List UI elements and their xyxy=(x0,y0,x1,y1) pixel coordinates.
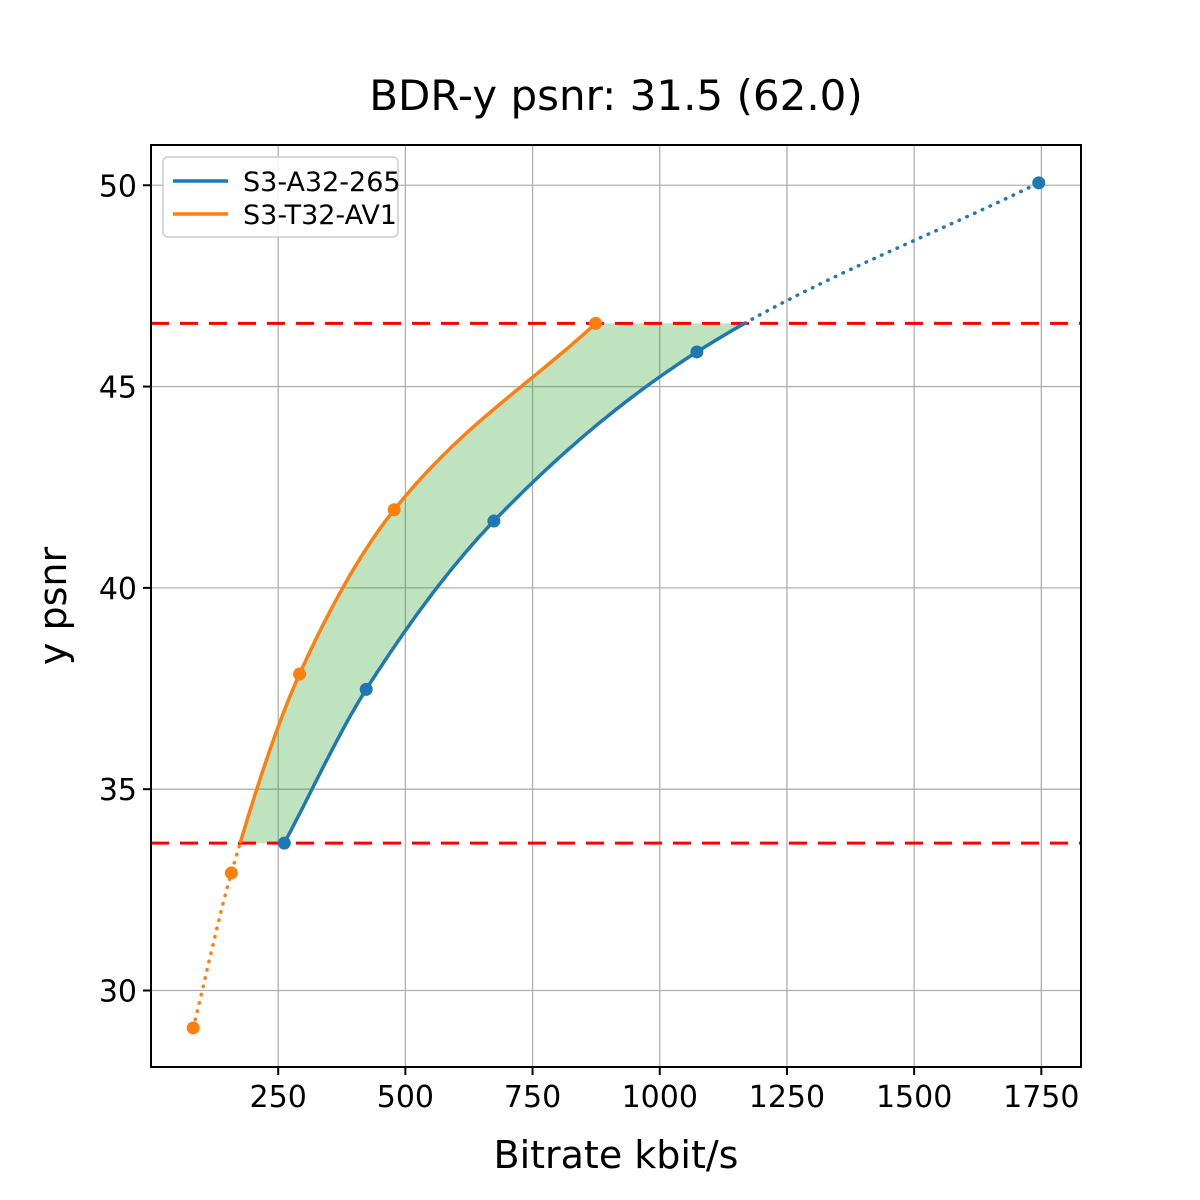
y-tick-label: 35 xyxy=(99,773,137,808)
y-axis-label: y psnr xyxy=(31,547,75,666)
data-point-s3-t32-av1 xyxy=(224,866,238,880)
grid-layer xyxy=(151,145,1081,1067)
data-point-s3-a32-265 xyxy=(359,682,373,696)
data-point-s3-t32-av1 xyxy=(387,503,401,517)
x-tick-label: 250 xyxy=(250,1080,307,1115)
chart-title: BDR-y psnr: 31.5 (62.0) xyxy=(369,71,863,120)
bd-rate-fill-area xyxy=(240,323,745,844)
legend-label-s3-t32-av1: S3-T32-AV1 xyxy=(243,200,397,231)
series-s3-a32-265-dotted-extension xyxy=(742,181,1041,326)
data-point-s3-t32-av1 xyxy=(589,316,603,330)
y-tick-label: 40 xyxy=(99,572,137,607)
data-point-s3-a32-265 xyxy=(690,345,704,359)
legend-label-s3-a32-265: S3-A32-265 xyxy=(243,167,401,198)
axes-frame xyxy=(150,144,1082,1068)
legend-frame xyxy=(162,156,399,238)
data-point-s3-t32-av1 xyxy=(186,1021,200,1035)
x-tick-label: 1000 xyxy=(622,1080,698,1115)
axes-layer: 250 500 750 1000 1250 1500 1750 30 35 40 45 50 xyxy=(99,144,1082,1115)
x-tick-label: 750 xyxy=(504,1080,561,1115)
x-tick-label: 1500 xyxy=(876,1080,952,1115)
bounds-layer xyxy=(151,321,1081,845)
y-tick-label: 30 xyxy=(99,975,137,1010)
data-point-s3-a32-265 xyxy=(1032,176,1046,190)
data-point-s3-a32-265 xyxy=(277,836,291,850)
fill-layer xyxy=(240,323,745,844)
series-s3-t32-av1-solid-curve xyxy=(238,322,597,844)
legend: S3-A32-265 S3-T32-AV1 xyxy=(162,156,401,238)
x-tick-label: 1250 xyxy=(749,1080,825,1115)
x-tick-label: 1750 xyxy=(1003,1080,1079,1115)
x-axis-label: Bitrate kbit/s xyxy=(494,1133,739,1177)
series-layer xyxy=(186,176,1046,1035)
data-point-s3-t32-av1 xyxy=(293,667,307,681)
data-point-s3-a32-265 xyxy=(487,514,501,528)
y-tick-label: 50 xyxy=(99,169,137,204)
y-tick-label: 45 xyxy=(99,371,137,406)
series-s3-a32-265-solid-curve xyxy=(282,321,746,844)
x-tick-label: 500 xyxy=(377,1080,434,1115)
